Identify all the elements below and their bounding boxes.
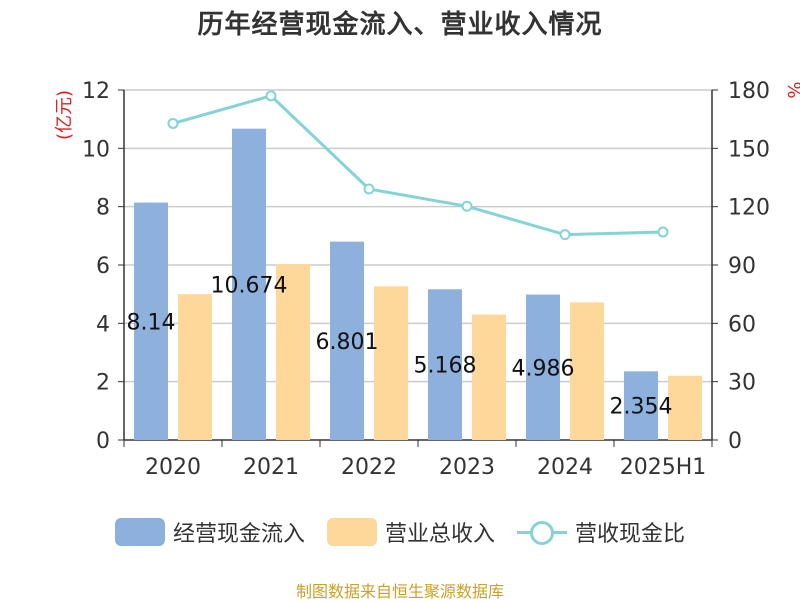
data-label-cash-inflow: 2.354: [610, 395, 673, 420]
x-tick-label: 2023: [439, 455, 495, 480]
x-tick-label: 2025H1: [620, 455, 707, 480]
legend-swatch-cash-inflow: [114, 518, 165, 546]
bar-revenue: [570, 302, 604, 440]
legend-label-ratio: 营收现金比: [575, 522, 686, 547]
bar-cash-inflow: [624, 371, 658, 440]
bar-revenue: [472, 314, 506, 440]
bar-cash-inflow: [232, 128, 266, 441]
y-right-tick-label: 180: [728, 79, 770, 104]
legend: 经营现金流入 营业总收入 营收现金比: [0, 516, 800, 548]
bar-cash-inflow: [330, 241, 364, 440]
bar-cash-inflow: [428, 289, 462, 440]
bar-cash-inflow: [526, 294, 560, 440]
legend-label-revenue: 营业总收入: [384, 522, 495, 547]
legend-swatch-ratio: [517, 518, 567, 546]
y-tick-label: 0: [96, 429, 110, 454]
legend-item-ratio[interactable]: 营收现金比: [517, 516, 685, 548]
y-tick-label: 2: [96, 371, 110, 396]
data-label-cash-inflow: 10.674: [211, 273, 288, 298]
y-tick-label: 12: [82, 79, 110, 104]
bar-revenue: [178, 294, 212, 440]
y-tick-label: 8: [96, 196, 110, 221]
data-label-cash-inflow: 4.986: [512, 356, 575, 381]
legend-item-revenue[interactable]: 营业总收入: [326, 516, 495, 548]
y-right-tick-label: 0: [728, 429, 742, 454]
legend-label-cash-inflow: 经营现金流入: [172, 522, 305, 547]
y-right-tick-label: 120: [728, 196, 770, 221]
y-right-tick-label: 30: [728, 371, 756, 396]
line-ratio: [172, 94, 664, 237]
bar-revenue: [276, 264, 310, 440]
data-label-cash-inflow: 6.801: [316, 330, 379, 355]
point-ratio: [265, 90, 277, 102]
bar-cash-inflow: [134, 202, 168, 440]
x-tick-label: 2022: [341, 455, 397, 480]
point-ratio: [363, 183, 375, 195]
point-ratio: [657, 226, 669, 238]
x-tick-label: 2024: [537, 455, 593, 480]
bar-revenue: [668, 375, 702, 440]
point-ratio: [559, 229, 571, 241]
data-label-cash-inflow: 8.14: [127, 310, 176, 335]
legend-item-cash-inflow[interactable]: 经营现金流入: [114, 516, 305, 548]
y-tick-label: 4: [96, 312, 110, 337]
point-ratio: [461, 200, 473, 212]
y-axis-label-left: (亿元): [54, 90, 75, 140]
bar-revenue: [374, 286, 408, 440]
source-note: 制图数据来自恒生聚源数据库: [295, 582, 504, 601]
legend-swatch-revenue: [326, 518, 377, 546]
y-tick-label: 6: [96, 254, 110, 279]
y-right-tick-label: 90: [728, 254, 756, 279]
x-tick-label: 2021: [243, 455, 299, 480]
chart-title: 历年经营现金流入、营业收入情况: [197, 10, 603, 40]
x-tick-label: 2020: [145, 455, 201, 480]
point-ratio: [167, 117, 179, 129]
y-axis-label-right: %: [783, 81, 800, 98]
y-tick-label: 10: [82, 137, 110, 162]
y-right-tick-label: 60: [728, 312, 756, 337]
data-label-cash-inflow: 5.168: [414, 354, 477, 379]
y-right-tick-label: 150: [728, 137, 770, 162]
